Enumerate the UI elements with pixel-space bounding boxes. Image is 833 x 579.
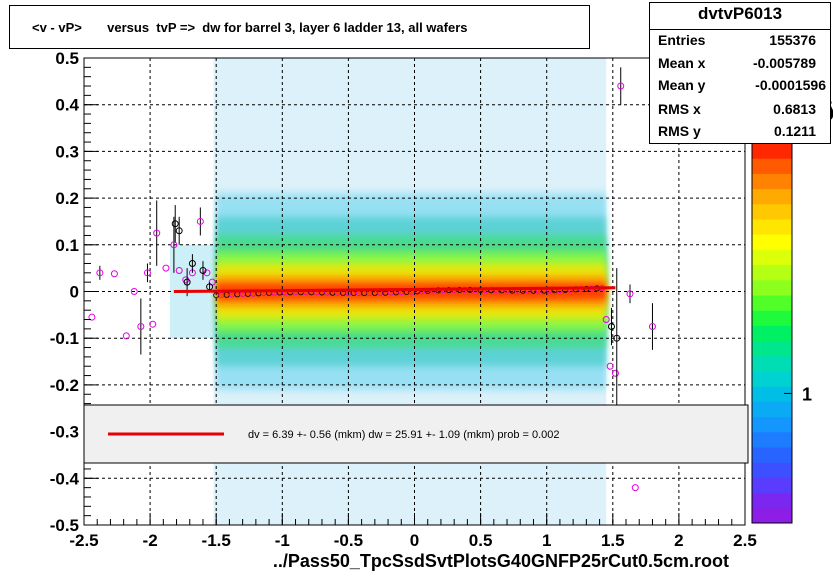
color-scale-cell xyxy=(752,219,792,235)
x-tick-label: -2 xyxy=(143,531,158,550)
color-scale-cell xyxy=(752,295,792,311)
profile-point-black xyxy=(183,278,191,286)
profile-point-magenta xyxy=(122,332,130,340)
color-scale-cell xyxy=(752,173,792,190)
y-tick-label: 0.1 xyxy=(55,236,79,255)
color-scale-cell xyxy=(752,447,792,463)
y-tick-label: -0.3 xyxy=(50,423,79,442)
stat-meanx-value: -0.005789 xyxy=(752,55,816,71)
x-tick-label: 2 xyxy=(674,531,683,550)
color-scale-cell xyxy=(752,264,792,281)
profile-point-magenta xyxy=(137,323,145,331)
color-scale-cell xyxy=(752,462,792,478)
profile-point-black xyxy=(613,334,621,342)
profile-point-magenta xyxy=(602,316,610,324)
axes: -2.5 -2 -1.5 -1 -0.5 0 0.5 1 1.5 2 2.5 -0.5 -0.4 -0.3… xyxy=(50,49,757,550)
x-tick-label: -2.5 xyxy=(69,531,98,550)
x-tick-label: -1 xyxy=(275,531,290,550)
color-scale-cell xyxy=(752,371,792,387)
stat-rmsx-value: 0.6813 xyxy=(773,101,816,117)
profile-point-magenta xyxy=(606,362,614,370)
profile-point-magenta xyxy=(617,82,625,90)
y-tick-label: 0.5 xyxy=(55,49,79,68)
profile-point-magenta xyxy=(626,290,634,298)
profile-point-magenta xyxy=(143,269,151,277)
profile-point-magenta xyxy=(162,264,170,272)
y-tick-label: 0.4 xyxy=(55,96,79,115)
color-scale-cell xyxy=(752,386,792,402)
stat-entries-value: 155376 xyxy=(769,32,816,48)
color-scale-cell xyxy=(752,492,792,509)
color-scale-cell xyxy=(752,188,792,205)
x-tick-label: -1.5 xyxy=(202,531,231,550)
color-scale-cell xyxy=(752,158,792,174)
color-scale-cell xyxy=(752,401,792,418)
color-scale-cell xyxy=(752,325,792,342)
stat-entries-label: Entries xyxy=(658,32,706,48)
color-scale-cell xyxy=(752,340,792,357)
stat-meany-value: -0.0001596 xyxy=(755,77,826,93)
stat-rmsx-label: RMS x xyxy=(658,101,701,117)
plot-title-box: <v - vP> versus tvP => dw for barrel 3, … xyxy=(9,5,590,49)
profile-point-magenta xyxy=(611,369,619,377)
color-scale-cell xyxy=(752,507,792,524)
profile-point-magenta xyxy=(153,229,161,237)
profile-point-magenta xyxy=(170,241,178,249)
profile-point-magenta xyxy=(631,484,639,492)
stat-rmsy-label: RMS y xyxy=(658,123,701,139)
y-tick-label: -0.4 xyxy=(50,469,80,488)
y-tick-label: -0.1 xyxy=(50,329,79,348)
x-axis-title: ../Pass50_TpcSsdSvtPlotsG40GNFP25rCut0.5… xyxy=(272,551,729,571)
y-tick-label: -0.5 xyxy=(50,516,79,535)
color-scale-label: 1 xyxy=(802,384,812,404)
stat-meany-label: Mean y xyxy=(658,77,706,93)
color-scale-cell xyxy=(752,249,792,266)
profile-point-black xyxy=(607,323,615,331)
profile-point-magenta xyxy=(88,313,96,321)
profile-point-magenta xyxy=(203,269,211,277)
x-tick-label: 2.5 xyxy=(733,531,757,550)
x-tick-label: 0 xyxy=(410,531,419,550)
y-tick-label: 0.3 xyxy=(55,142,79,161)
color-scale-cell xyxy=(752,416,792,433)
profile-point-black xyxy=(171,220,179,228)
x-tick-label: -0.5 xyxy=(334,531,363,550)
color-scale-cell xyxy=(752,203,792,220)
fit-line xyxy=(173,286,616,293)
profile-point-magenta xyxy=(110,270,118,278)
profile-point-magenta xyxy=(149,320,157,328)
legend-fit-text: dv = 6.39 +- 0.56 (mkm) dw = 25.91 +- 1.… xyxy=(248,429,560,441)
stats-title: dvtvP6013 xyxy=(697,4,783,23)
profile-point-black xyxy=(175,227,183,235)
profile-point-magenta xyxy=(130,288,138,295)
stats-box: dvtvP6013 Entries 155376 Mean x -0.00578… xyxy=(649,2,831,144)
y-tick-label: 0 xyxy=(70,283,79,302)
profile-point-magenta xyxy=(196,217,204,225)
x-tick-label: 0.5 xyxy=(469,531,493,550)
color-scale-cell xyxy=(752,279,792,296)
profile-point-black xyxy=(199,266,207,274)
color-scale-cell xyxy=(752,234,792,250)
stat-rmsy-value: 0.1211 xyxy=(773,123,816,139)
color-scale-cell xyxy=(752,355,792,372)
profile-point-magenta xyxy=(175,266,183,274)
color-scale: 101102 xyxy=(751,79,833,524)
color-scale-cell xyxy=(752,431,792,448)
profile-point-magenta xyxy=(648,323,656,331)
x-tick-label: 1 xyxy=(542,531,551,550)
color-scale-cell xyxy=(752,310,792,326)
stat-meanx-label: Mean x xyxy=(658,55,706,71)
profile-point-black xyxy=(188,259,196,267)
x-tick-label: 1.5 xyxy=(601,531,625,550)
y-tick-label: -0.2 xyxy=(50,376,79,395)
legend-box: dv = 6.39 +- 0.56 (mkm) dw = 25.91 +- 1.… xyxy=(83,404,749,464)
profile-point-magenta xyxy=(96,269,104,277)
stats-divider xyxy=(650,29,830,30)
plot-title: <v - vP> versus tvP => dw for barrel 3, … xyxy=(32,20,468,35)
y-tick-label: 0.2 xyxy=(55,189,79,208)
color-scale-cell xyxy=(752,477,792,494)
color-scale-cell xyxy=(752,143,792,159)
